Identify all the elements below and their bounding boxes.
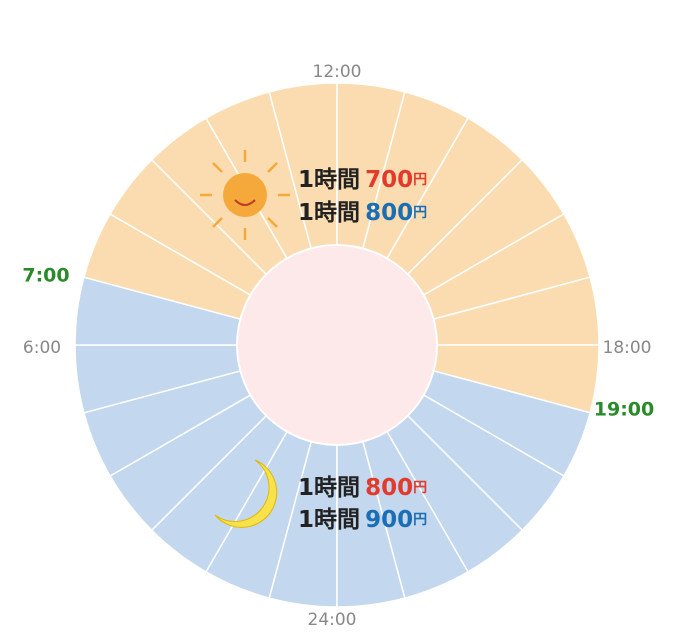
unit: 円 xyxy=(413,205,427,221)
hour-label: 18:00 xyxy=(603,338,652,358)
price: 900 xyxy=(365,507,413,533)
unit: 円 xyxy=(413,512,427,528)
day-end: 19:00 xyxy=(594,399,654,421)
row-label: 1時間 xyxy=(298,167,360,193)
clock-diagram: 12:00 18:00 24:00 6:00 7:00 19:00 1時間 70… xyxy=(0,0,674,629)
unit: 円 xyxy=(413,480,427,496)
inner-circle xyxy=(237,245,437,445)
unit: 円 xyxy=(413,172,427,188)
hour-label: 12:00 xyxy=(313,62,362,82)
row-label: 1時間 xyxy=(298,475,360,501)
hour-label: 6:00 xyxy=(23,338,61,358)
price: 800 xyxy=(365,200,413,226)
hour-label: 24:00 xyxy=(308,610,357,629)
day-start: 7:00 xyxy=(22,265,69,287)
row-label: 1時間 xyxy=(298,507,360,533)
price: 700 xyxy=(365,167,413,193)
price: 800 xyxy=(365,475,413,501)
row-label: 1時間 xyxy=(298,200,360,226)
